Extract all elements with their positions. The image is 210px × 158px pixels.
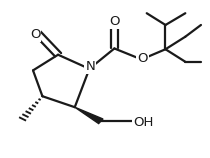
Text: O: O — [30, 28, 40, 41]
Text: N: N — [85, 60, 95, 73]
Text: O: O — [109, 15, 120, 27]
Text: OH: OH — [133, 115, 153, 129]
Text: O: O — [137, 52, 148, 65]
Polygon shape — [75, 107, 103, 124]
